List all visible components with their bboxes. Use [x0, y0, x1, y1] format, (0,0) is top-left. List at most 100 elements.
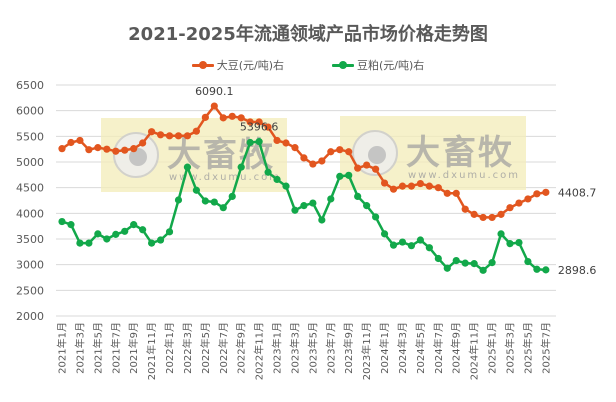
data-point [192, 186, 200, 194]
y-tick-label: 3500 [16, 233, 44, 246]
data-point [434, 254, 442, 263]
x-tick-label: 2025年5月 [521, 322, 534, 374]
data-point [479, 266, 487, 274]
x-tick-label: 2023年9月 [342, 322, 355, 374]
data-point [389, 185, 398, 193]
data-point [300, 154, 308, 162]
data-point [407, 242, 416, 250]
data-point [76, 136, 84, 145]
x-tick-label: 2022年1月 [163, 322, 176, 374]
data-point [309, 160, 317, 168]
data-point [103, 145, 111, 153]
data-point [336, 172, 344, 180]
y-tick-label: 6000 [16, 105, 44, 118]
data-point [165, 132, 174, 140]
data-point [148, 128, 156, 136]
x-tick-label: 2022年3月 [181, 322, 194, 374]
data-point [327, 195, 335, 203]
data-point [85, 239, 93, 247]
data-point [264, 123, 272, 131]
data-point [425, 244, 433, 252]
data-point [183, 163, 192, 171]
data-point [327, 148, 335, 156]
data-point [515, 199, 523, 207]
data-point [112, 230, 120, 238]
data-point [434, 184, 442, 192]
data-point [398, 238, 407, 246]
data-point [470, 210, 478, 218]
x-tick-label: 2022年7月 [217, 322, 230, 374]
data-point [201, 197, 209, 205]
data-point [58, 217, 66, 226]
data-point [318, 216, 326, 224]
data-point [246, 118, 254, 126]
data-point [398, 182, 407, 190]
watermark-url: www.dxumu.com [169, 172, 281, 183]
x-tick-label: 2024年3月 [396, 322, 409, 374]
x-tick-label: 2023年11月 [360, 322, 373, 380]
data-point [533, 265, 541, 273]
x-tick-label: 2021年9月 [127, 322, 140, 374]
data-point [515, 238, 523, 247]
data-point [94, 144, 102, 152]
x-tick-label: 2022年9月 [235, 322, 248, 374]
data-point [425, 182, 433, 190]
data-point [372, 165, 380, 173]
data-point [228, 112, 236, 120]
data-point [139, 139, 147, 147]
data-point [380, 179, 389, 187]
data-point [255, 118, 263, 126]
data-point [363, 202, 371, 210]
data-point [497, 210, 505, 218]
x-tick-label: 2023年7月 [324, 322, 337, 374]
data-point [67, 138, 75, 147]
data-point [192, 127, 200, 135]
x-tick-label: 2024年9月 [450, 322, 463, 374]
y-tick-label: 2000 [16, 310, 44, 323]
data-point [156, 131, 165, 139]
watermark-url: www.dxumu.com [408, 170, 520, 181]
legend-label: 豆粕(元/吨)右 [357, 59, 425, 72]
data-point [219, 114, 227, 122]
data-point [210, 102, 218, 110]
x-tick-label: 2023年1月 [271, 322, 284, 374]
data-point [470, 260, 478, 268]
data-point [372, 213, 380, 221]
legend-item-soybean[interactable]: 大豆(元/吨)右 [191, 57, 284, 73]
data-point [524, 195, 532, 203]
x-tick-label: 2024年5月 [414, 322, 427, 374]
x-tick-label: 2021年5月 [91, 322, 104, 374]
data-point [354, 164, 362, 172]
legend-item-soymeal[interactable]: 豆粕(元/吨)右 [332, 57, 424, 73]
x-tick-label: 2024年7月 [432, 322, 445, 374]
y-tick-label: 5500 [16, 130, 44, 143]
data-point [58, 145, 66, 153]
data-point [255, 138, 263, 146]
data-point [112, 147, 120, 155]
data-point [183, 132, 192, 140]
data-point [291, 206, 299, 214]
data-point [345, 148, 353, 156]
watermark-brand: 大畜牧 [406, 133, 514, 173]
data-point [309, 199, 317, 207]
data-point [452, 189, 460, 197]
data-point [201, 113, 209, 121]
data-point [443, 264, 451, 272]
data-point [461, 259, 469, 267]
x-tick-label: 2023年3月 [288, 322, 301, 374]
x-tick-label: 2025年1月 [486, 322, 499, 374]
y-tick-label: 5000 [16, 156, 44, 169]
data-point [121, 146, 129, 154]
x-tick-label: 2025年7月 [539, 322, 552, 374]
data-point [103, 235, 111, 243]
data-point [67, 221, 75, 229]
legend-marker-icon [191, 60, 214, 69]
data-point [389, 241, 398, 249]
data-point [237, 114, 245, 122]
data-label: 5396.6 [240, 121, 279, 134]
x-tick-label: 2024年11月 [468, 322, 481, 380]
data-point [76, 239, 84, 247]
data-point [94, 230, 102, 238]
data-point [210, 198, 218, 206]
